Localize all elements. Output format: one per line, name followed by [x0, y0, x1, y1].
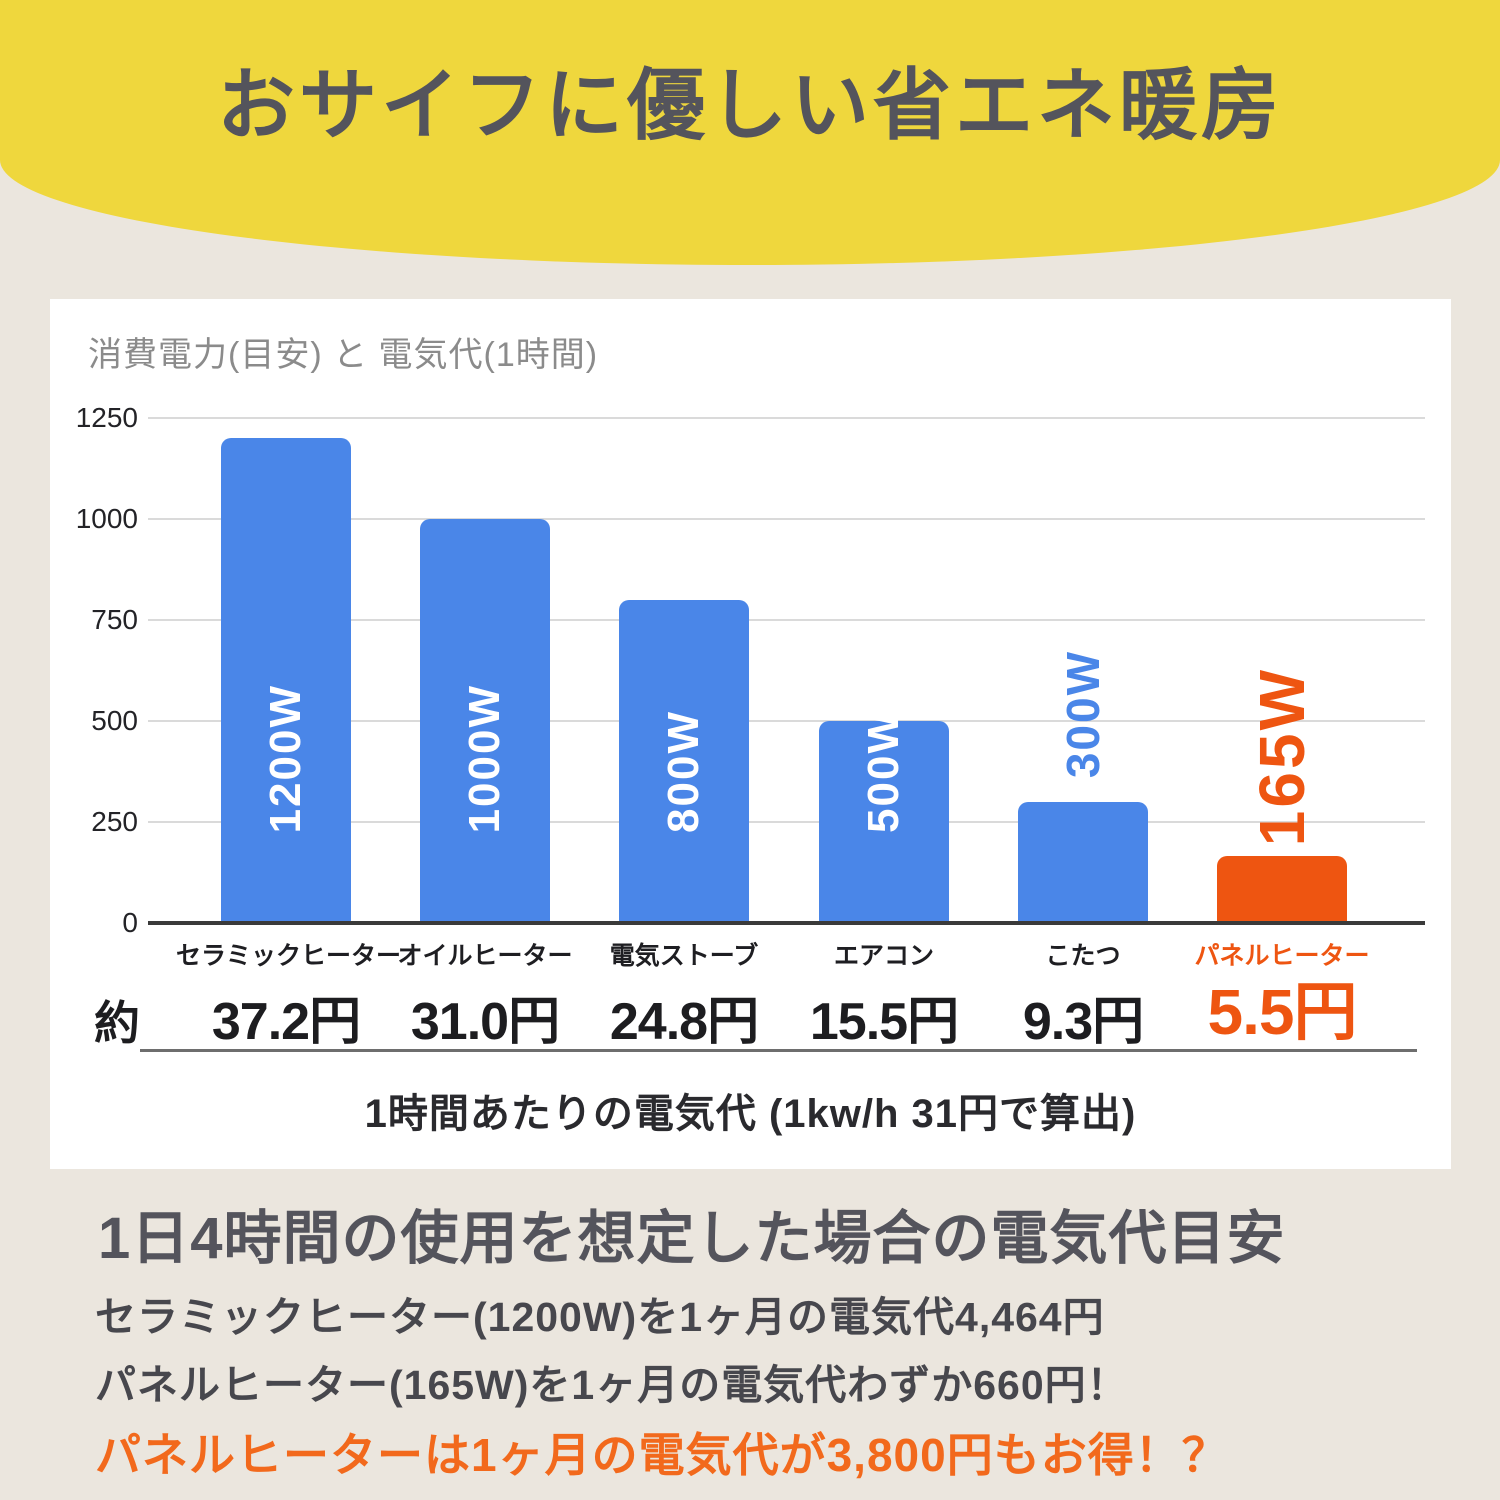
bar-value-label: 300W	[1057, 650, 1109, 779]
y-axis-label: 0	[122, 907, 138, 938]
footer-heading: 1日4時間の使用を想定した場合の電気代目安	[98, 1206, 1286, 1271]
cost-value: 15.5円	[809, 993, 959, 1051]
bar	[619, 600, 749, 923]
category-label: パネルヒーター	[1194, 942, 1370, 970]
cost-value: 37.2円	[211, 993, 361, 1051]
cost-value: 9.3円	[1022, 993, 1144, 1051]
category-label: エアコン	[833, 942, 934, 970]
bar-value-label: 1000W	[460, 684, 509, 834]
cost-value: 5.5円	[1207, 976, 1358, 1048]
category-label: 電気ストーブ	[609, 942, 759, 970]
bar-value-label: 800W	[659, 710, 708, 833]
category-label: こたつ	[1045, 942, 1121, 970]
chart-title: 消費電力(目安) と 電気代(1時間)	[88, 336, 599, 374]
y-axis-label: 750	[91, 604, 138, 635]
y-axis-label: 1250	[75, 402, 138, 433]
chart-caption: 1時間あたりの電気代 (1kw/h 31円で算出)	[364, 1092, 1137, 1136]
cost-value: 24.8円	[609, 993, 759, 1051]
footer-line-panel: パネルヒーター(165W)を1ヶ月の電気代わずか660円！	[95, 1362, 1129, 1408]
bar	[819, 721, 949, 923]
page-title: おサイフに優しい省エネ暖房	[216, 61, 1283, 149]
gridline	[148, 821, 1425, 823]
y-axis-label: 1000	[75, 503, 138, 534]
cost-separator	[140, 1049, 1417, 1052]
y-axis-label: 500	[91, 705, 138, 736]
y-axis-label: 250	[91, 806, 138, 837]
category-label: オイルヒーター	[397, 942, 573, 970]
gridline	[148, 518, 1425, 520]
gridline	[148, 720, 1425, 722]
footer-line-ceramic: セラミックヒーター(1200W)を1ヶ月の電気代4,464円	[95, 1294, 1105, 1340]
bar-value-label: 1200W	[261, 684, 310, 834]
header-banner: おサイフに優しい省エネ暖房	[0, 0, 1500, 265]
bar	[1018, 802, 1148, 923]
bar-value-label: 500W	[859, 710, 908, 833]
cost-approx-prefix: 約	[94, 997, 140, 1049]
footer-section: 1日4時間の使用を想定した場合の電気代目安 セラミックヒーター(1200W)を1…	[0, 1169, 1500, 1500]
bar-value-label: 165W	[1246, 667, 1318, 847]
chart-card: 消費電力(目安) と 電気代(1時間) 0 250 500 750 1000 1250 12…	[50, 299, 1451, 1169]
footer-highlight-line: パネルヒーターは1ヶ月の電気代が3,800円もお得！？	[95, 1429, 1229, 1481]
category-label: セラミックヒーター	[176, 942, 402, 970]
cost-value: 31.0円	[410, 993, 560, 1051]
bar	[1217, 856, 1347, 923]
gridline	[148, 417, 1425, 419]
bar	[420, 519, 550, 923]
x-axis-line	[148, 921, 1425, 925]
gridline	[148, 619, 1425, 621]
bar-chart: 0 250 500 750 1000 1250 1200W 1000W 800W 500W 300W…	[50, 299, 1451, 1169]
bar	[221, 438, 351, 923]
